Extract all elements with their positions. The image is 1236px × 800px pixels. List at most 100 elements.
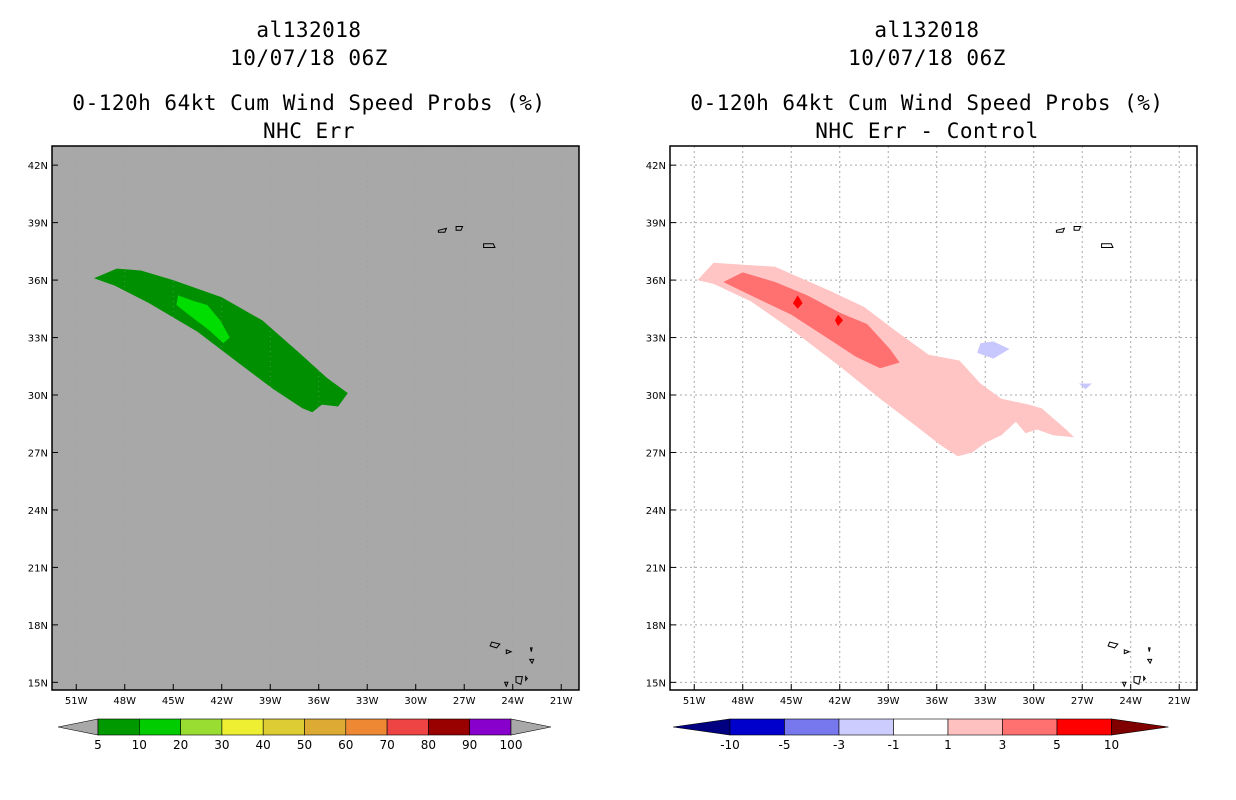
y-tick-label: 15N bbox=[646, 678, 666, 689]
y-tick-label: 24N bbox=[646, 506, 666, 517]
y-tick-label: 27N bbox=[646, 448, 666, 459]
field-title: NHC Err bbox=[262, 119, 355, 143]
cape-verde-island bbox=[1123, 649, 1131, 655]
x-tick-label: 36W bbox=[925, 696, 948, 707]
y-tick-label: 21N bbox=[28, 563, 48, 574]
y-tick-label: 24N bbox=[28, 506, 48, 517]
y-tick-label: 42N bbox=[646, 161, 666, 172]
x-tick-label: 48W bbox=[113, 696, 136, 707]
x-tick-label: 24W bbox=[501, 696, 524, 707]
cape-verde-island bbox=[1146, 658, 1153, 665]
x-tick-label: 45W bbox=[162, 696, 185, 707]
colorbar-label: 3 bbox=[999, 738, 1007, 752]
y-tick-label: 33N bbox=[646, 334, 666, 345]
colorbar-segment bbox=[386, 718, 429, 736]
colorbar-arrow-left bbox=[672, 718, 731, 736]
product-title: 0-120h 64kt Cum Wind Speed Probs (%) bbox=[690, 91, 1164, 115]
contour-region--3--1 bbox=[977, 341, 1010, 359]
colorbar-label: 10 bbox=[132, 738, 147, 752]
x-tick-label: 51W bbox=[65, 696, 88, 707]
cape-verde-island bbox=[529, 647, 533, 652]
x-tick-label: 21W bbox=[550, 696, 573, 707]
colorbar-segment bbox=[1002, 718, 1058, 736]
azores-island bbox=[483, 243, 496, 248]
colorbar-segment bbox=[947, 718, 1003, 736]
colorbar-label: 1 bbox=[944, 738, 952, 752]
x-tick-label: 39W bbox=[259, 696, 282, 707]
colorbar-label: 20 bbox=[173, 738, 188, 752]
datetime-title: 10/07/18 06Z bbox=[848, 46, 1006, 70]
colorbar-label: 5 bbox=[94, 738, 102, 752]
colorbar-segment bbox=[139, 718, 181, 736]
colorbar-arrow-right bbox=[1111, 718, 1169, 736]
colorbar-segment bbox=[304, 718, 347, 736]
colorbar-label: -10 bbox=[720, 738, 740, 752]
colorbar-segment bbox=[262, 718, 305, 736]
map-frame bbox=[51, 145, 580, 691]
y-tick-label: 30N bbox=[28, 391, 48, 402]
x-tick-label: 30W bbox=[404, 696, 427, 707]
colorbar-label: 10 bbox=[1104, 738, 1119, 752]
colorbar-label: -5 bbox=[779, 738, 791, 752]
x-tick-label: 42W bbox=[828, 696, 851, 707]
x-tick-label: 39W bbox=[877, 696, 900, 707]
colorbar-segment bbox=[469, 718, 512, 736]
left-map: 51W 48W 45W 42W 39W 36W 33W 30W 27W 24W 21W 42N 39N 3… bbox=[28, 145, 580, 752]
y-tick-label: 33N bbox=[28, 334, 48, 345]
x-tick-label: 51W bbox=[683, 696, 706, 707]
cape-verde-island bbox=[489, 641, 501, 649]
colorbar-label: 40 bbox=[256, 738, 271, 752]
azores-island bbox=[437, 227, 448, 233]
azores-island bbox=[1055, 227, 1066, 233]
colorbar-segment bbox=[729, 718, 785, 736]
cape-verde-island bbox=[525, 675, 528, 682]
cape-verde-island bbox=[1121, 681, 1127, 688]
datetime-title: 10/07/18 06Z bbox=[230, 46, 388, 70]
x-tick-label: 42W bbox=[210, 696, 233, 707]
colorbar-label: 60 bbox=[338, 738, 353, 752]
cape-verde-island bbox=[515, 676, 524, 685]
contour-region-5-10 bbox=[834, 314, 843, 327]
colorbar-segment bbox=[838, 718, 894, 736]
cape-verde-island bbox=[505, 649, 513, 655]
colorbar-arrow-left bbox=[57, 718, 99, 736]
colorbar-segment bbox=[345, 718, 388, 736]
y-tick-label: 39N bbox=[646, 219, 666, 230]
storm-id-title: al132018 bbox=[256, 18, 362, 42]
x-tick-label: 24W bbox=[1119, 696, 1142, 707]
left-panel: al132018 10/07/18 06Z 0-120h 64kt Cum Wi… bbox=[28, 18, 580, 752]
cape-verde-island bbox=[1147, 647, 1151, 652]
colorbar-segment bbox=[221, 718, 264, 736]
azores-island bbox=[455, 226, 464, 231]
colorbar-segment bbox=[893, 718, 949, 736]
colorbar-label: -3 bbox=[833, 738, 845, 752]
cape-verde-island bbox=[528, 658, 535, 665]
cape-verde-island bbox=[503, 681, 509, 688]
colorbar-label: 90 bbox=[462, 738, 477, 752]
colorbar-arrow-right bbox=[510, 718, 552, 736]
contour-region-10-20 bbox=[176, 295, 230, 344]
contour-region-5-10 bbox=[792, 295, 803, 309]
storm-id-title: al132018 bbox=[874, 18, 980, 42]
colorbar-segment bbox=[428, 718, 470, 736]
cape-verde-island bbox=[1133, 676, 1142, 685]
x-tick-label: 30W bbox=[1022, 696, 1045, 707]
colorbar-label: -1 bbox=[888, 738, 900, 752]
colorbar-label: 80 bbox=[421, 738, 436, 752]
right-map: 51W 48W 45W 42W 39W 36W 33W 30W 27W 24W 21W 42N 39N 3… bbox=[646, 145, 1198, 752]
y-tick-label: 42N bbox=[28, 161, 48, 172]
field-title: NHC Err - Control bbox=[815, 119, 1039, 143]
contour-region--3--1 bbox=[1079, 383, 1092, 390]
colorbar-label: 70 bbox=[379, 738, 394, 752]
contour-region-3-5 bbox=[723, 272, 900, 369]
y-tick-label: 18N bbox=[28, 621, 48, 632]
y-tick-label: 15N bbox=[28, 678, 48, 689]
y-tick-label: 27N bbox=[28, 448, 48, 459]
map-frame bbox=[669, 145, 1198, 691]
y-tick-label: 18N bbox=[646, 621, 666, 632]
y-tick-label: 36N bbox=[646, 276, 666, 287]
x-tick-label: 33W bbox=[974, 696, 997, 707]
x-tick-label: 21W bbox=[1168, 696, 1191, 707]
map-background bbox=[52, 146, 579, 690]
cape-verde-island bbox=[1143, 675, 1146, 682]
